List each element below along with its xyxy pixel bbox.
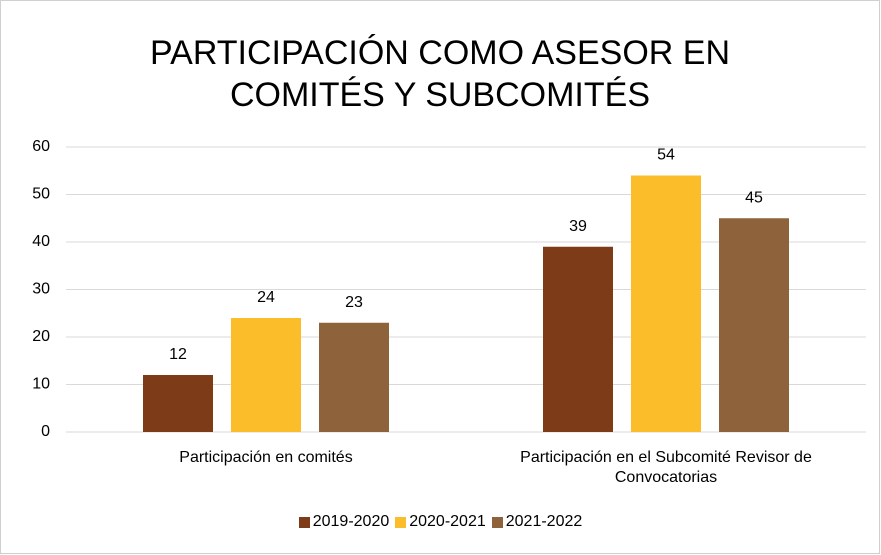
bar — [631, 175, 701, 432]
legend-swatch — [491, 516, 503, 528]
legend-swatch — [395, 516, 407, 528]
data-label: 12 — [169, 346, 187, 363]
y-tick-label: 40 — [32, 233, 50, 250]
legend-item: 2021-2022 — [491, 513, 583, 531]
data-label: 54 — [657, 147, 675, 164]
legend-label: 2020-2021 — [409, 513, 486, 530]
legend: 2019-2020 2020-2021 2021-2022 — [0, 513, 881, 533]
legend-swatch — [298, 516, 310, 528]
y-tick-label: 30 — [32, 281, 50, 298]
data-label: 45 — [745, 189, 763, 206]
legend-label: 2021-2022 — [505, 513, 583, 530]
y-tick-label: 0 — [41, 423, 50, 440]
x-tick-label: Participación en comités — [179, 449, 353, 466]
y-tick-label: 20 — [32, 328, 50, 345]
data-label: 39 — [569, 218, 587, 235]
legend-label: 2019-2020 — [312, 513, 390, 530]
data-label: 24 — [257, 289, 275, 306]
bar — [543, 246, 613, 432]
y-tick-label: 10 — [32, 376, 50, 393]
y-tick-label: 60 — [32, 138, 50, 155]
bar — [319, 322, 389, 432]
bar — [231, 318, 301, 432]
chart-title: PARTICIPACIÓN COMO ASESOR EN COMITÉS Y S… — [150, 34, 730, 114]
x-tick-label: Participación en el Subcomité Revisor de… — [520, 449, 812, 486]
y-tick-label: 50 — [32, 186, 50, 203]
bar — [719, 218, 789, 432]
bar — [143, 375, 213, 432]
legend-item: 2020-2021 — [395, 513, 486, 531]
legend-item: 2019-2020 — [298, 513, 390, 531]
data-label: 23 — [345, 294, 363, 311]
